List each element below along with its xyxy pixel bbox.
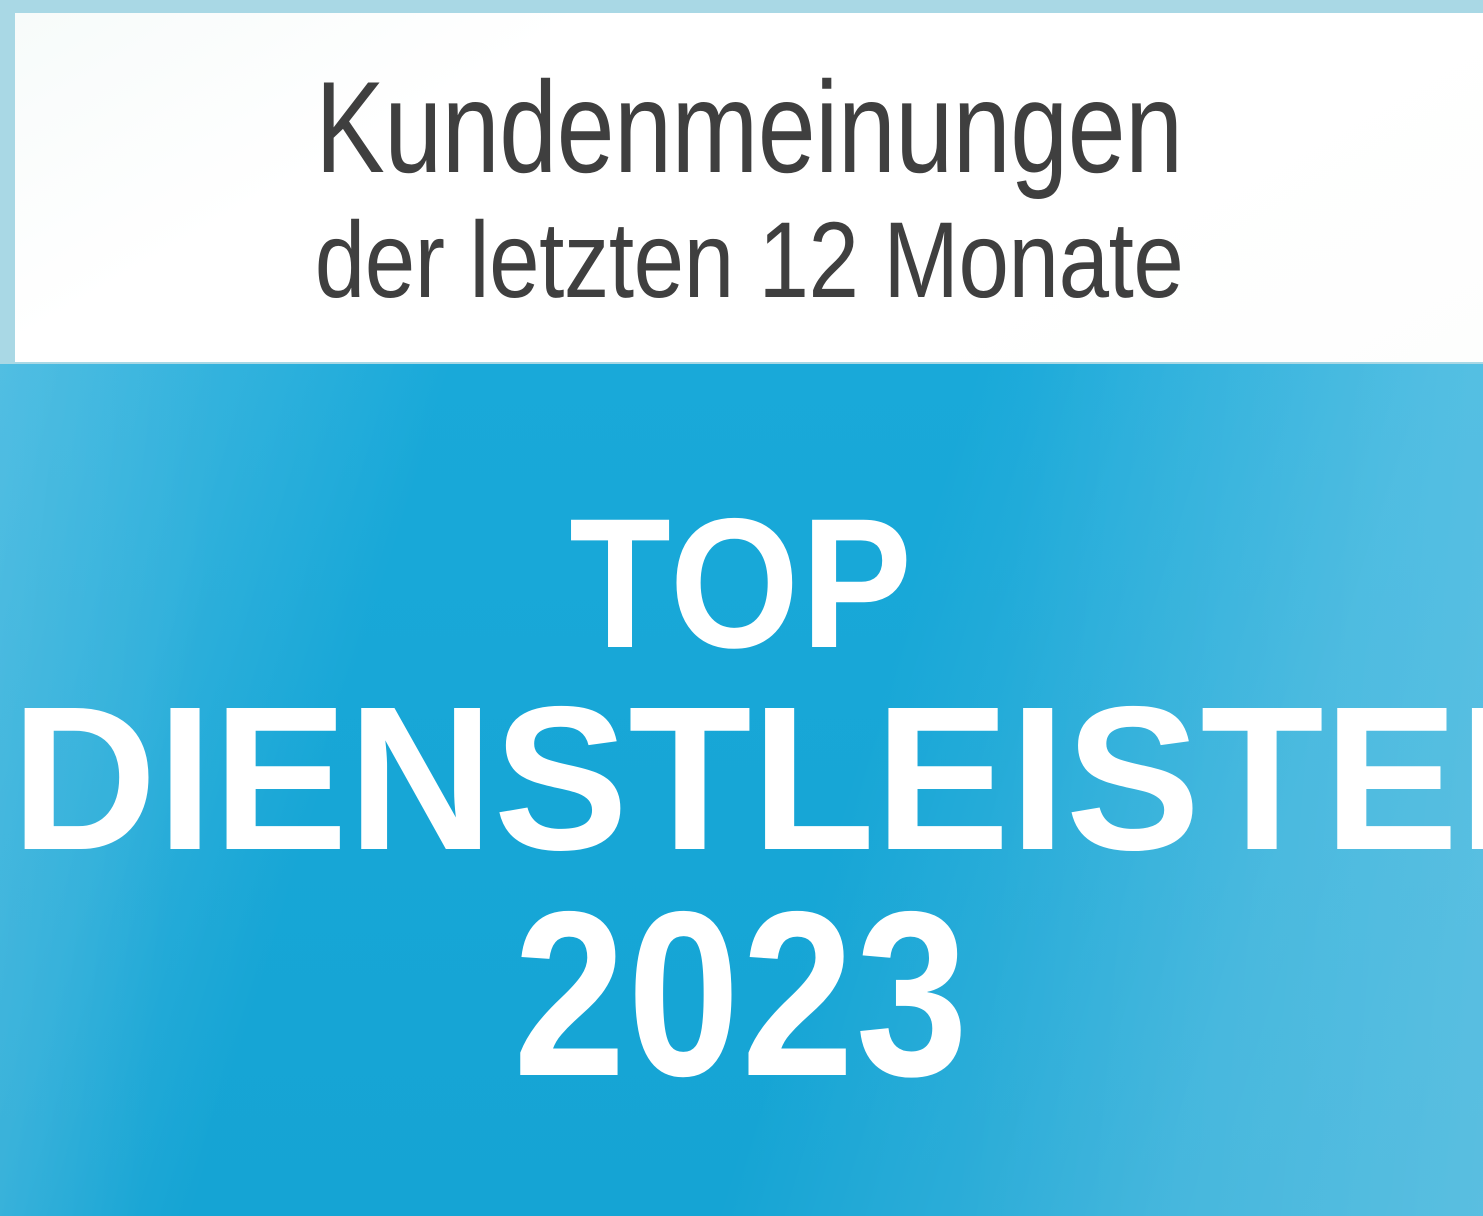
award-text-stack: TOP DIENSTLEISTER 2023 bbox=[0, 364, 1483, 1216]
award-panel: TOP DIENSTLEISTER 2023 bbox=[0, 364, 1483, 1216]
subheadline-text: der letzten 12 Monate bbox=[314, 198, 1184, 320]
header-panel: Kundenmeinungen der letzten 12 Monate bbox=[15, 13, 1483, 362]
award-label-year: 2023 bbox=[513, 862, 970, 1125]
headline-text: Kundenmeinungen bbox=[315, 53, 1183, 200]
award-label-top: TOP bbox=[569, 481, 914, 687]
award-label-category: DIENSTLEISTER bbox=[11, 664, 1483, 893]
